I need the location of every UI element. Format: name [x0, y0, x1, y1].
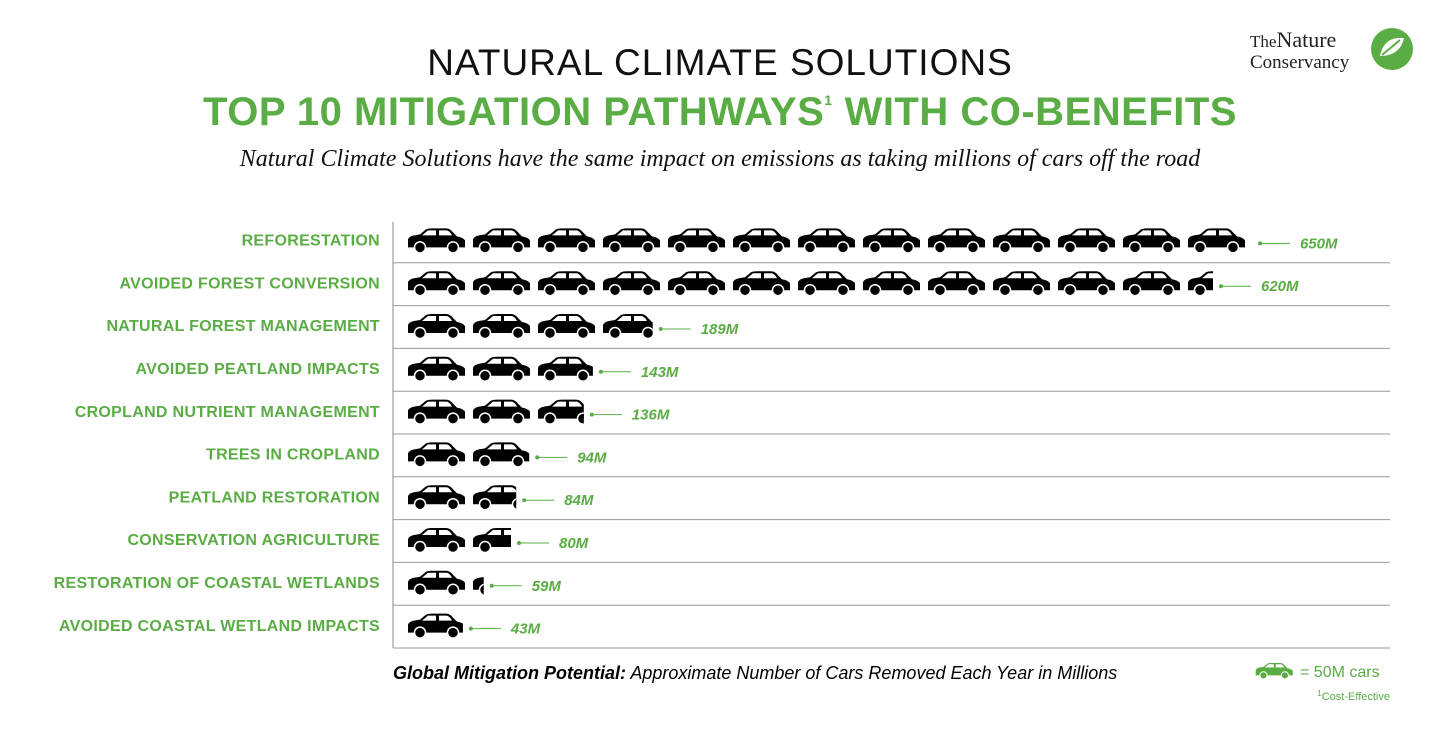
car-icon	[407, 313, 466, 340]
car-icon	[472, 270, 531, 297]
car-icon	[407, 441, 466, 468]
row-label: AVOIDED COASTAL WETLAND IMPACTS	[59, 618, 380, 635]
car-bar	[407, 227, 1246, 254]
car-icon	[537, 270, 596, 297]
car-bar	[407, 484, 517, 511]
value-label: 650M	[1300, 235, 1338, 252]
car-icon	[1122, 270, 1181, 297]
logo-text: Nature	[1276, 27, 1337, 52]
value-label: 189M	[701, 321, 739, 338]
car-icon	[472, 227, 531, 254]
car-icon	[1057, 270, 1116, 297]
car-bar	[407, 398, 584, 425]
value-label: 80M	[559, 535, 589, 552]
row-label: PEATLAND RESTORATION	[169, 489, 380, 506]
row-label: NATURAL FOREST MANAGEMENT	[106, 318, 380, 335]
headline-end: WITH CO-BENEFITS	[844, 90, 1237, 134]
headline: TOP 10 MITIGATION PATHWAYS1 WITH CO-BENEF…	[0, 90, 1440, 135]
car-bar	[407, 527, 511, 554]
car-icon	[862, 270, 921, 297]
logo-text: Conservancy	[1250, 52, 1350, 73]
car-icon	[472, 398, 531, 425]
car-icon	[992, 270, 1051, 297]
x-label: Approximate Number of Cars Removed Each …	[629, 663, 1117, 683]
row-label: AVOIDED FOREST CONVERSION	[119, 275, 380, 292]
footnote-marker: 1	[1317, 689, 1322, 698]
car-icon	[407, 570, 466, 597]
car-bar	[407, 441, 530, 468]
logo: TheNature Conservancy	[1250, 27, 1350, 73]
car-icon	[1187, 227, 1246, 254]
row-label: TREES IN CROPLAND	[206, 447, 380, 464]
car-icon	[407, 527, 466, 554]
car-bar	[407, 270, 1213, 297]
car-icon	[602, 270, 661, 297]
car-icon	[797, 227, 856, 254]
car-icon	[407, 270, 466, 297]
logo-mark	[1371, 28, 1413, 70]
car-icon	[407, 484, 466, 511]
row-label: AVOIDED PEATLAND IMPACTS	[135, 361, 380, 378]
legend-icon	[1255, 662, 1294, 680]
car-icon	[927, 227, 986, 254]
value-label: 43M	[510, 621, 541, 638]
car-bar	[407, 313, 653, 340]
car-icon	[667, 270, 726, 297]
row-label: CROPLAND NUTRIENT MANAGEMENT	[75, 404, 380, 421]
footnote: 1Cost-Effective	[1317, 689, 1390, 703]
car-icon	[797, 270, 856, 297]
x-label-bold: Global Mitigation Potential:	[393, 663, 626, 683]
car-icon	[407, 356, 466, 383]
car-bar	[407, 356, 593, 383]
car-icon	[537, 398, 584, 425]
car-icon	[472, 484, 517, 511]
value-label: 143M	[641, 364, 679, 381]
value-label: 59M	[532, 578, 562, 595]
car-icon	[862, 227, 921, 254]
car-icon	[407, 398, 466, 425]
car-icon	[1187, 270, 1213, 297]
car-icon	[472, 441, 530, 468]
subtitle: Natural Climate Solutions have the same …	[239, 146, 1201, 172]
car-icon	[472, 313, 531, 340]
car-icon	[927, 270, 986, 297]
car-icon	[1057, 227, 1116, 254]
car-icon	[732, 270, 791, 297]
logo-text: The	[1250, 32, 1277, 51]
row-label: RESTORATION OF COASTAL WETLANDS	[54, 575, 380, 592]
car-icon	[1122, 227, 1181, 254]
car-icon	[732, 227, 791, 254]
value-label: 136M	[632, 407, 670, 424]
car-bar	[407, 612, 463, 639]
legend-label: = 50M cars	[1300, 664, 1380, 681]
car-icon	[537, 227, 596, 254]
car-icon	[472, 356, 531, 383]
car-icon	[537, 313, 596, 340]
row-label: CONSERVATION AGRICULTURE	[127, 532, 380, 549]
car-icon	[472, 570, 484, 597]
x-axis-label: Global Mitigation Potential: Approximate…	[393, 663, 1117, 683]
headline-text: TOP 10 MITIGATION PATHWAYS	[203, 90, 825, 134]
value-label: 94M	[577, 449, 607, 466]
car-icon	[602, 313, 653, 340]
row-label: REFORESTATION	[242, 233, 380, 250]
footnote-text: Cost-Effective	[1322, 691, 1390, 703]
superscript: 1	[824, 92, 833, 108]
value-label: 84M	[564, 492, 594, 509]
title: NATURAL CLIMATE SOLUTIONS	[427, 42, 1013, 83]
car-icon	[407, 227, 466, 254]
car-icon	[472, 527, 511, 554]
car-icon	[602, 227, 661, 254]
car-icon	[992, 227, 1051, 254]
car-icon	[407, 612, 463, 639]
car-icon	[667, 227, 726, 254]
car-icon	[537, 356, 593, 383]
value-label: 620M	[1261, 278, 1299, 295]
car-bar	[407, 570, 484, 597]
